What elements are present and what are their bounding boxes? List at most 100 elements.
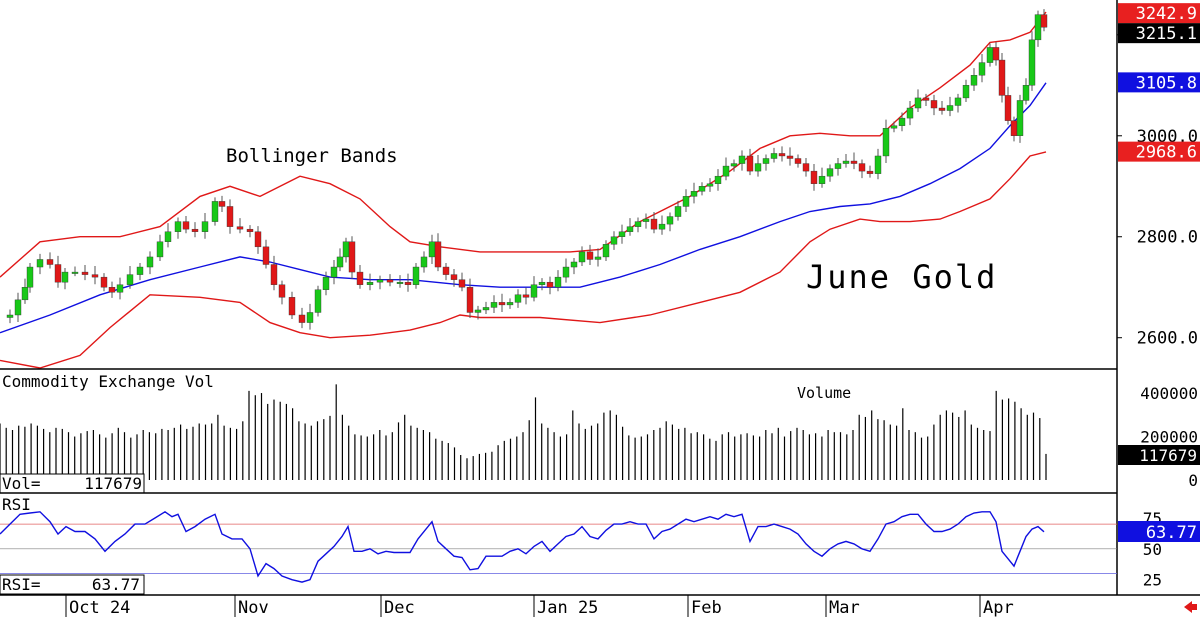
candle [420,251,428,273]
bands-annotation: Bollinger Bands [226,145,398,167]
candle [802,157,810,177]
upper-band-line [0,11,1047,278]
time-axis-label: Jan 25 [537,598,598,617]
candle [182,216,190,234]
candle [722,157,730,181]
candle [610,231,618,250]
candle [818,167,826,188]
price-badge-value: 3215.1 [1136,24,1197,44]
candle [706,178,714,192]
price-badge-value: 3105.8 [1136,73,1197,93]
candle [314,285,322,317]
candle [450,269,458,287]
candle [386,274,394,287]
candle [714,169,722,191]
time-axis-label: Apr [983,598,1014,617]
candle [498,293,506,312]
rsi-line [0,510,1045,583]
candle [770,147,778,163]
candle [618,224,626,244]
candle [506,298,514,309]
volume-tick-label: 200000 [1140,428,1198,447]
candle [116,277,124,300]
rsi-tick-label: 50 [1143,540,1162,559]
rsi-panel-label: RSI [2,495,31,514]
candle [954,93,962,113]
candle [850,152,858,170]
candle [156,234,164,261]
candle [992,41,1000,66]
candle [530,276,538,302]
candle [826,164,834,182]
scroll-left-arrow-icon[interactable] [1184,601,1197,613]
volume-series-label: Volume [797,384,851,402]
candle [570,257,578,275]
rsi-readout-label: RSI= [2,575,41,594]
candle [108,281,116,298]
candle [674,200,682,221]
candle [226,199,234,234]
candle [474,305,482,320]
candle [786,147,794,166]
candle [482,301,490,314]
candle [46,252,54,269]
volume-readout-value: 117679 [84,474,142,493]
candle [634,217,642,233]
volume-panel-label: Commodity Exchange Vol [2,372,214,391]
candle [466,278,474,319]
rsi-badge-value: 63.77 [1146,523,1197,543]
candle [146,251,154,275]
candle [842,153,850,168]
candle [546,276,554,295]
candle [126,266,134,289]
candle [746,148,754,176]
candle [191,222,199,238]
time-axis: Oct 24 Nov Dec Jan 25 Feb Mar Apr [65,595,1014,617]
candle [1028,31,1036,91]
candle [730,159,738,172]
candle [946,96,954,117]
rsi-guide-lines [0,523,1117,574]
price-badge-value: 3242.9 [1136,4,1197,24]
volume-badge-value: 117679 [1139,446,1197,465]
candle [26,262,34,293]
candle [906,100,914,126]
time-axis-label: Oct 24 [69,598,130,617]
volume-readout-label: Vol= [2,474,41,493]
volume-tick-label: 0 [1188,471,1198,490]
candle [698,182,706,196]
candle [882,119,890,164]
candle [21,278,29,304]
candle [914,89,922,113]
rsi-readout-value: 63.77 [92,575,140,594]
candle [348,236,356,280]
lower-band-line [0,151,1047,369]
rsi-readout-box: RSI= 63.77 [0,574,145,595]
price-badge-value: 2968.6 [1136,143,1197,163]
candle [322,271,330,296]
candle [562,258,570,283]
volume-bars [0,384,1047,480]
candle [522,287,530,305]
candle [71,266,79,277]
price-tick-label: 2600.0 [1137,329,1198,349]
candle [1040,9,1048,32]
candle [442,262,450,281]
candle [554,270,562,292]
candle [666,212,674,232]
candle [306,303,314,330]
candle [998,52,1006,103]
price-badge: 3105.8 [1118,72,1200,93]
candle [514,289,522,308]
price-badge: 3242.9 [1118,3,1200,24]
candle [288,291,296,320]
candle [91,266,99,285]
candle [690,182,698,204]
candle [298,307,306,329]
candle [1022,78,1030,105]
candle [874,148,882,180]
price-candles [6,9,1048,330]
time-axis-label: Dec [384,598,415,617]
candle [218,195,226,213]
